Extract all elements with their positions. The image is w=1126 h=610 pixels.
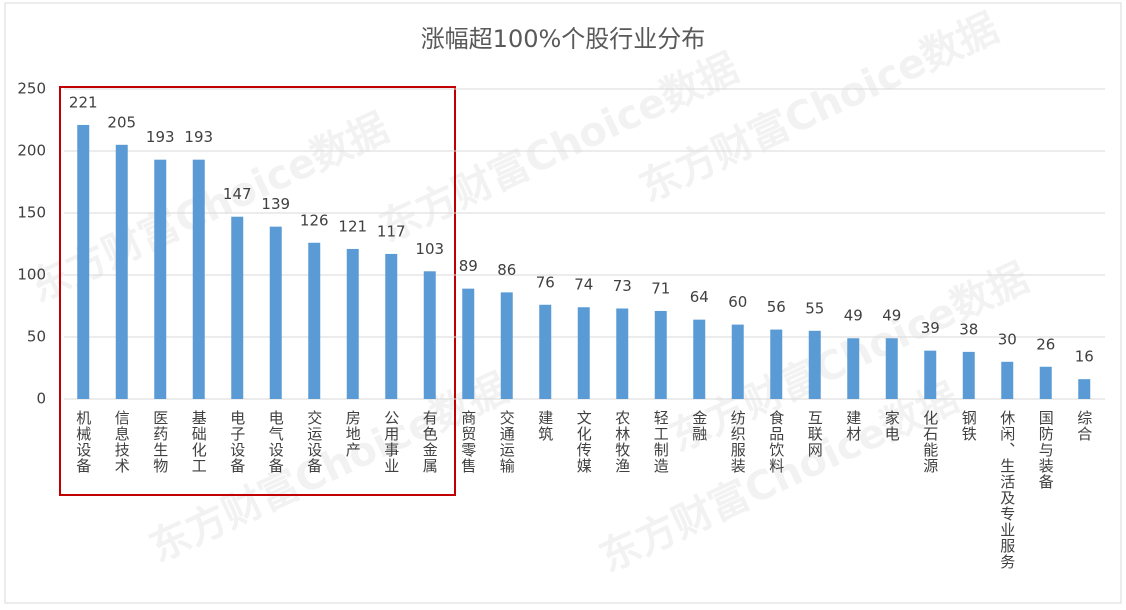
x-tick-label: 有色金属 [421,410,439,474]
bar [500,292,513,399]
x-tick-label: 建材 [844,410,862,442]
data-label: 49 [882,307,901,325]
bar [77,124,90,400]
data-label: 73 [613,277,632,295]
highlight-box [59,86,456,496]
x-tick-label: 电气设备 [267,410,285,474]
x-tick-label: 基础化工 [190,410,208,474]
data-label: 126 [300,211,329,229]
data-label: 38 [959,320,978,338]
x-tick-label: 公用事业 [382,410,400,474]
x-tick-label: 家电 [883,410,901,442]
x-tick-label: 综合 [1075,410,1093,442]
bar [385,253,398,399]
x-tick-label: 钢铁 [960,410,978,442]
bar [192,159,205,399]
x-tick-label: 建筑 [536,410,554,442]
data-label: 26 [1036,335,1055,353]
y-tick-label: 0 [36,390,46,408]
x-tick-label: 农林牧渔 [613,410,631,474]
bar [539,304,552,399]
x-tick-label: 国防与装备 [1037,410,1055,490]
y-tick-label: 100 [17,266,46,284]
data-label: 16 [1075,348,1094,366]
bar [346,248,359,399]
y-tick-label: 50 [27,328,46,346]
y-tick-label: 150 [17,204,46,222]
x-tick-label: 轻工制造 [652,410,670,474]
bar [308,242,321,399]
bar [847,338,860,399]
data-label: 74 [574,276,593,294]
bar [731,324,744,399]
x-tick-label: 金融 [690,410,708,442]
y-tick-label: 200 [17,142,46,160]
x-tick-label: 文化传媒 [575,410,593,474]
bar [616,308,629,399]
chart-title: 涨幅超100%个股行业分布 [421,25,706,53]
data-label: 49 [844,307,863,325]
bar [577,307,590,399]
x-tick-label: 食品饮料 [767,410,785,474]
bar [770,329,783,399]
bar [924,350,937,399]
data-label: 55 [805,299,824,317]
bar [231,216,244,399]
bar [808,330,821,399]
bar [1078,379,1091,399]
bar [654,310,667,399]
bar [962,351,975,399]
data-label: 121 [338,217,367,235]
data-label: 56 [767,298,786,316]
data-label: 147 [223,185,252,203]
data-label: 103 [415,240,444,258]
data-label: 205 [107,113,136,131]
bar [1001,361,1014,399]
bar [115,144,128,399]
x-tick-label: 休闲、生活及专业服务 [998,410,1016,570]
data-label: 89 [459,257,478,275]
bar [269,226,282,399]
data-label: 221 [69,93,98,111]
data-label: 193 [146,128,175,146]
bar [693,319,706,399]
x-tick-label: 交运设备 [305,409,323,474]
bar [462,288,475,399]
x-tick-label: 纺织服装 [729,410,747,474]
x-tick-label: 化石能源 [921,410,939,474]
bar [885,338,898,399]
x-tick-label: 医药生物 [151,410,169,474]
x-tick-label: 房地产 [344,410,362,458]
bar [1039,366,1052,399]
x-tick-label: 商贸零售 [459,410,477,474]
chart-border [4,2,1122,604]
x-tick-label: 信息技术 [113,410,131,474]
x-tick-label: 互联网 [806,410,824,458]
data-label: 71 [651,279,670,297]
y-tick-label: 250 [17,80,46,98]
data-label: 117 [377,222,406,240]
bar [423,271,436,399]
data-label: 60 [728,293,747,311]
data-label: 139 [261,195,290,213]
data-label: 193 [184,128,213,146]
data-label: 86 [497,261,516,279]
data-label: 30 [998,330,1017,348]
data-label: 64 [690,288,709,306]
data-label: 39 [921,319,940,337]
x-tick-label: 机械设备 [74,410,92,474]
data-label: 76 [536,273,555,291]
x-tick-label: 电子设备 [228,410,246,474]
bar [154,159,167,399]
x-tick-label: 交通运输 [498,409,516,474]
